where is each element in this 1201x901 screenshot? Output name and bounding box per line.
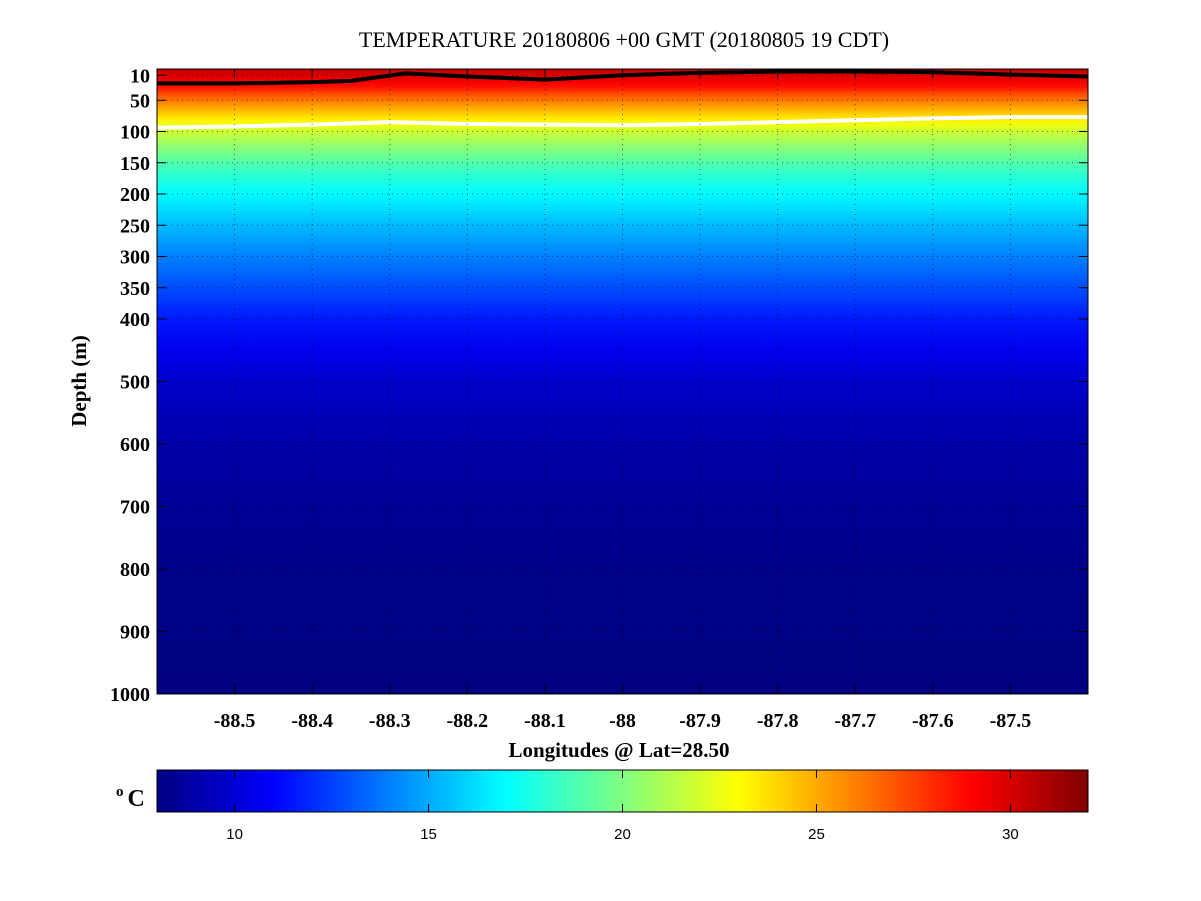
grid-lines	[157, 69, 1088, 694]
chart-title: TEMPERATURE 20180806 +00 GMT (20180805 1…	[359, 27, 889, 52]
x-tick-label: -87.5	[990, 710, 1032, 732]
x-tick-label: -88.4	[291, 710, 333, 732]
colorbar-tick-label: 30	[1002, 826, 1019, 843]
y-tick-label: 100	[120, 122, 150, 144]
colorbar-unit-label: o C	[116, 783, 145, 812]
y-tick-label: 350	[120, 278, 150, 300]
x-tick-label: -88.1	[524, 710, 566, 732]
x-tick-label: -88.3	[369, 710, 411, 732]
y-tick-label: 250	[120, 215, 150, 237]
y-axis-label: Depth (m)	[67, 335, 91, 427]
y-tick-label: 500	[120, 372, 150, 394]
x-tick-label: -88.5	[214, 710, 256, 732]
y-tick-label: 600	[120, 434, 150, 456]
colorbar-ticks: 10 15 20 25 30	[226, 770, 1019, 843]
y-tick-label: 300	[120, 247, 150, 269]
y-tick-label: 10	[130, 65, 150, 87]
x-tick-label: -87.6	[912, 710, 954, 732]
colorbar-tick-label: 20	[614, 826, 631, 843]
y-tick-label: 900	[120, 622, 150, 644]
colorbar-unit-degree: o	[116, 784, 124, 800]
contour-line-1	[157, 69, 1088, 86]
y-tick-label: 400	[120, 309, 150, 331]
colorbar-unit-celsius: C	[128, 786, 145, 812]
x-axis-ticks: -88.5 -88.4 -88.3 -88.2 -88.1 -88 -87.9 -87.8 -8…	[214, 69, 1032, 732]
y-axis-ticks: 10 50 100 150 200 250 300 350 400 500 600 700 800 900…	[110, 65, 1088, 706]
plot-area: -88.5 -88.4 -88.3 -88.2 -88.1 -88 -87.9 -87.8 -8…	[110, 65, 1089, 732]
x-tick-label: -87.8	[757, 710, 799, 732]
colorbar-tick-label: 15	[420, 826, 437, 843]
y-tick-label: 50	[130, 90, 150, 112]
y-tick-label: 1000	[110, 684, 150, 706]
colorbar-tick-label: 25	[808, 826, 825, 843]
y-tick-label: 150	[120, 153, 150, 175]
x-axis-label: Longitudes @ Lat=28.50	[508, 738, 729, 762]
x-tick-label: -87.9	[679, 710, 721, 732]
y-tick-label: 800	[120, 559, 150, 581]
colorbar-tick-label: 10	[226, 826, 243, 843]
colorbar: 10 15 20 25 30 o C	[116, 769, 1089, 843]
x-tick-label: -88	[609, 710, 636, 732]
y-tick-label: 700	[120, 497, 150, 519]
x-tick-label: -88.2	[446, 710, 488, 732]
x-tick-label: -87.7	[834, 710, 876, 732]
y-tick-label: 200	[120, 184, 150, 206]
